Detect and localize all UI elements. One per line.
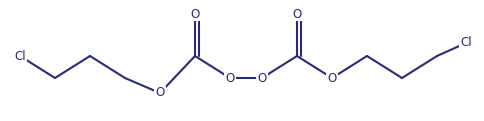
Text: O: O: [257, 72, 267, 84]
Text: Cl: Cl: [14, 49, 26, 63]
Text: O: O: [327, 72, 337, 84]
Text: O: O: [226, 72, 235, 84]
Text: O: O: [292, 8, 302, 20]
Text: O: O: [190, 8, 199, 20]
Text: Cl: Cl: [460, 37, 472, 49]
Text: O: O: [155, 87, 165, 99]
